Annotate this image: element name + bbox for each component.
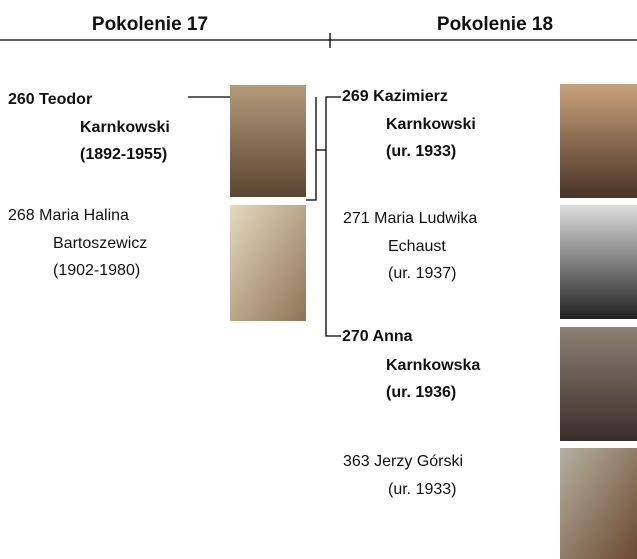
family-tree: Pokolenie 17 Pokolenie 18 260 Teodor Kar…	[0, 0, 637, 559]
generation-title: Pokolenie 17	[92, 14, 208, 35]
person-dates: (ur. 1933)	[386, 143, 456, 160]
generation-title: Pokolenie 18	[437, 14, 553, 35]
photo	[230, 205, 306, 321]
person-surname: Bartoszewicz	[53, 235, 147, 252]
person-name: 268 Maria Halina	[8, 207, 129, 224]
person-surname: Echaust	[388, 238, 446, 255]
person-dates: (ur. 1937)	[388, 265, 456, 282]
photo	[560, 205, 637, 319]
photo	[560, 448, 637, 559]
person-dates: (ur. 1936)	[386, 384, 456, 401]
connector	[306, 97, 316, 200]
person-surname: Karnkowski	[80, 119, 170, 136]
person-dates: (1902-1980)	[53, 262, 140, 279]
person-surname: Karnkowski	[386, 116, 476, 133]
person-name: 269 Kazimierz	[342, 88, 448, 105]
person-name: 363 Jerzy Górski	[343, 453, 463, 470]
person-surname: Karnkowska	[386, 357, 480, 374]
photo	[230, 85, 306, 197]
person-name: 260 Teodor	[8, 91, 92, 108]
connector	[326, 97, 341, 336]
photo	[560, 84, 637, 198]
person-name: 270 Anna	[342, 328, 413, 345]
person-name: 271 Maria Ludwika	[343, 210, 477, 227]
photo	[560, 327, 637, 441]
person-dates: (1892-1955)	[80, 146, 167, 163]
person-dates: (ur. 1933)	[388, 481, 456, 498]
